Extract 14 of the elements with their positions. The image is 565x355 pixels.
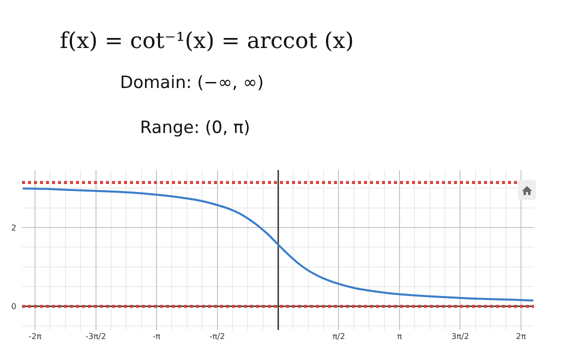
text: Range: (0, π): [140, 118, 250, 138]
line-series: [22, 188, 534, 302]
x-tick-label: -3π/2: [85, 332, 106, 341]
x-tick-label: 2π: [516, 332, 526, 341]
x-tick-label: -π/2: [210, 332, 226, 341]
chart-title: f(x) = cot⁻¹(x) = arccot (x): [60, 28, 354, 54]
x-tick-label: -π: [152, 332, 161, 341]
x-tick-label: -2π: [28, 332, 42, 341]
x-tick-label: π: [397, 332, 402, 341]
y-tick-label: 2: [11, 223, 16, 232]
x-tick-label: 3π/2: [451, 332, 470, 341]
x-tick-label: π/2: [332, 332, 346, 341]
y-tick-label: 0: [11, 302, 16, 312]
chart-subtitle: Domain: (−∞, ∞): [120, 73, 264, 93]
